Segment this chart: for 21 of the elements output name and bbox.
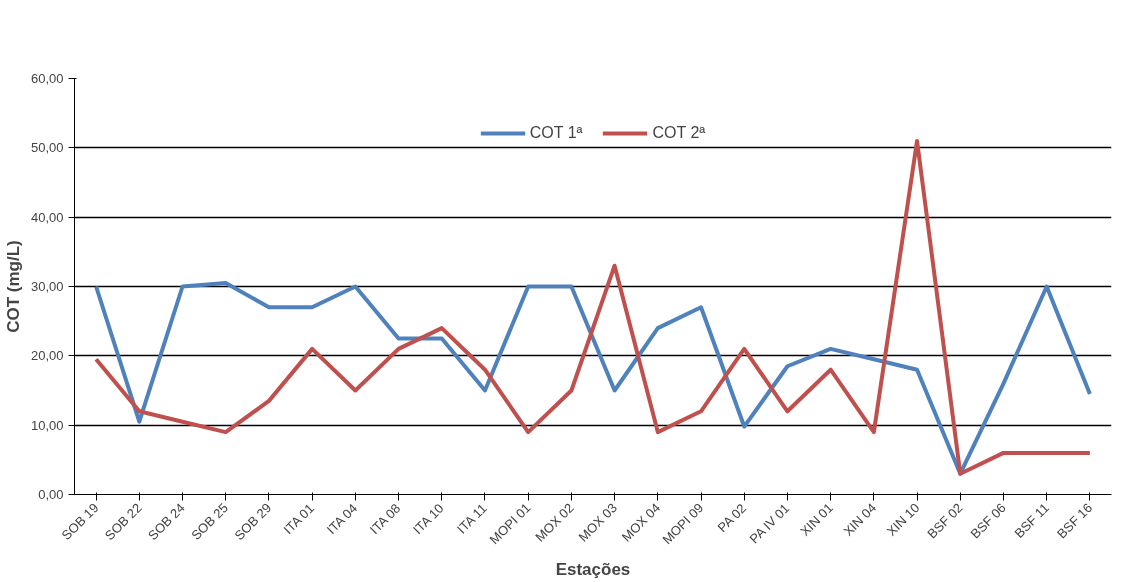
x-tick-label: ITA 01 <box>280 500 317 538</box>
x-axis-title: Estações <box>555 560 631 580</box>
x-tick-label: ITA 08 <box>366 500 404 538</box>
x-tick-label: XIN 10 <box>883 500 923 539</box>
y-tick-label: 10,00 <box>30 417 64 433</box>
y-tick-label: 30,00 <box>30 279 64 294</box>
x-tick-label: ITA 04 <box>323 500 361 538</box>
line-series <box>94 281 1092 476</box>
x-tick-label: ITA 10 <box>410 500 447 538</box>
x-tick-label: XIN 01 <box>797 500 836 539</box>
y-tick-label: 40,00 <box>30 209 64 225</box>
line-series <box>94 138 1092 476</box>
y-axis-title: COT (mg/L) <box>3 240 23 333</box>
y-tick-label: 60,00 <box>30 71 64 86</box>
legend-label: COT 2ª <box>652 124 706 142</box>
x-tick-label: XIN 04 <box>840 500 880 539</box>
y-tick-label: 50,00 <box>30 140 64 156</box>
legend-label: COT 1ª <box>529 124 583 142</box>
y-tick-label: 0,00 <box>38 487 64 502</box>
y-tick-label: 20,00 <box>30 348 64 364</box>
x-tick-label: ITA 11 <box>453 500 490 537</box>
